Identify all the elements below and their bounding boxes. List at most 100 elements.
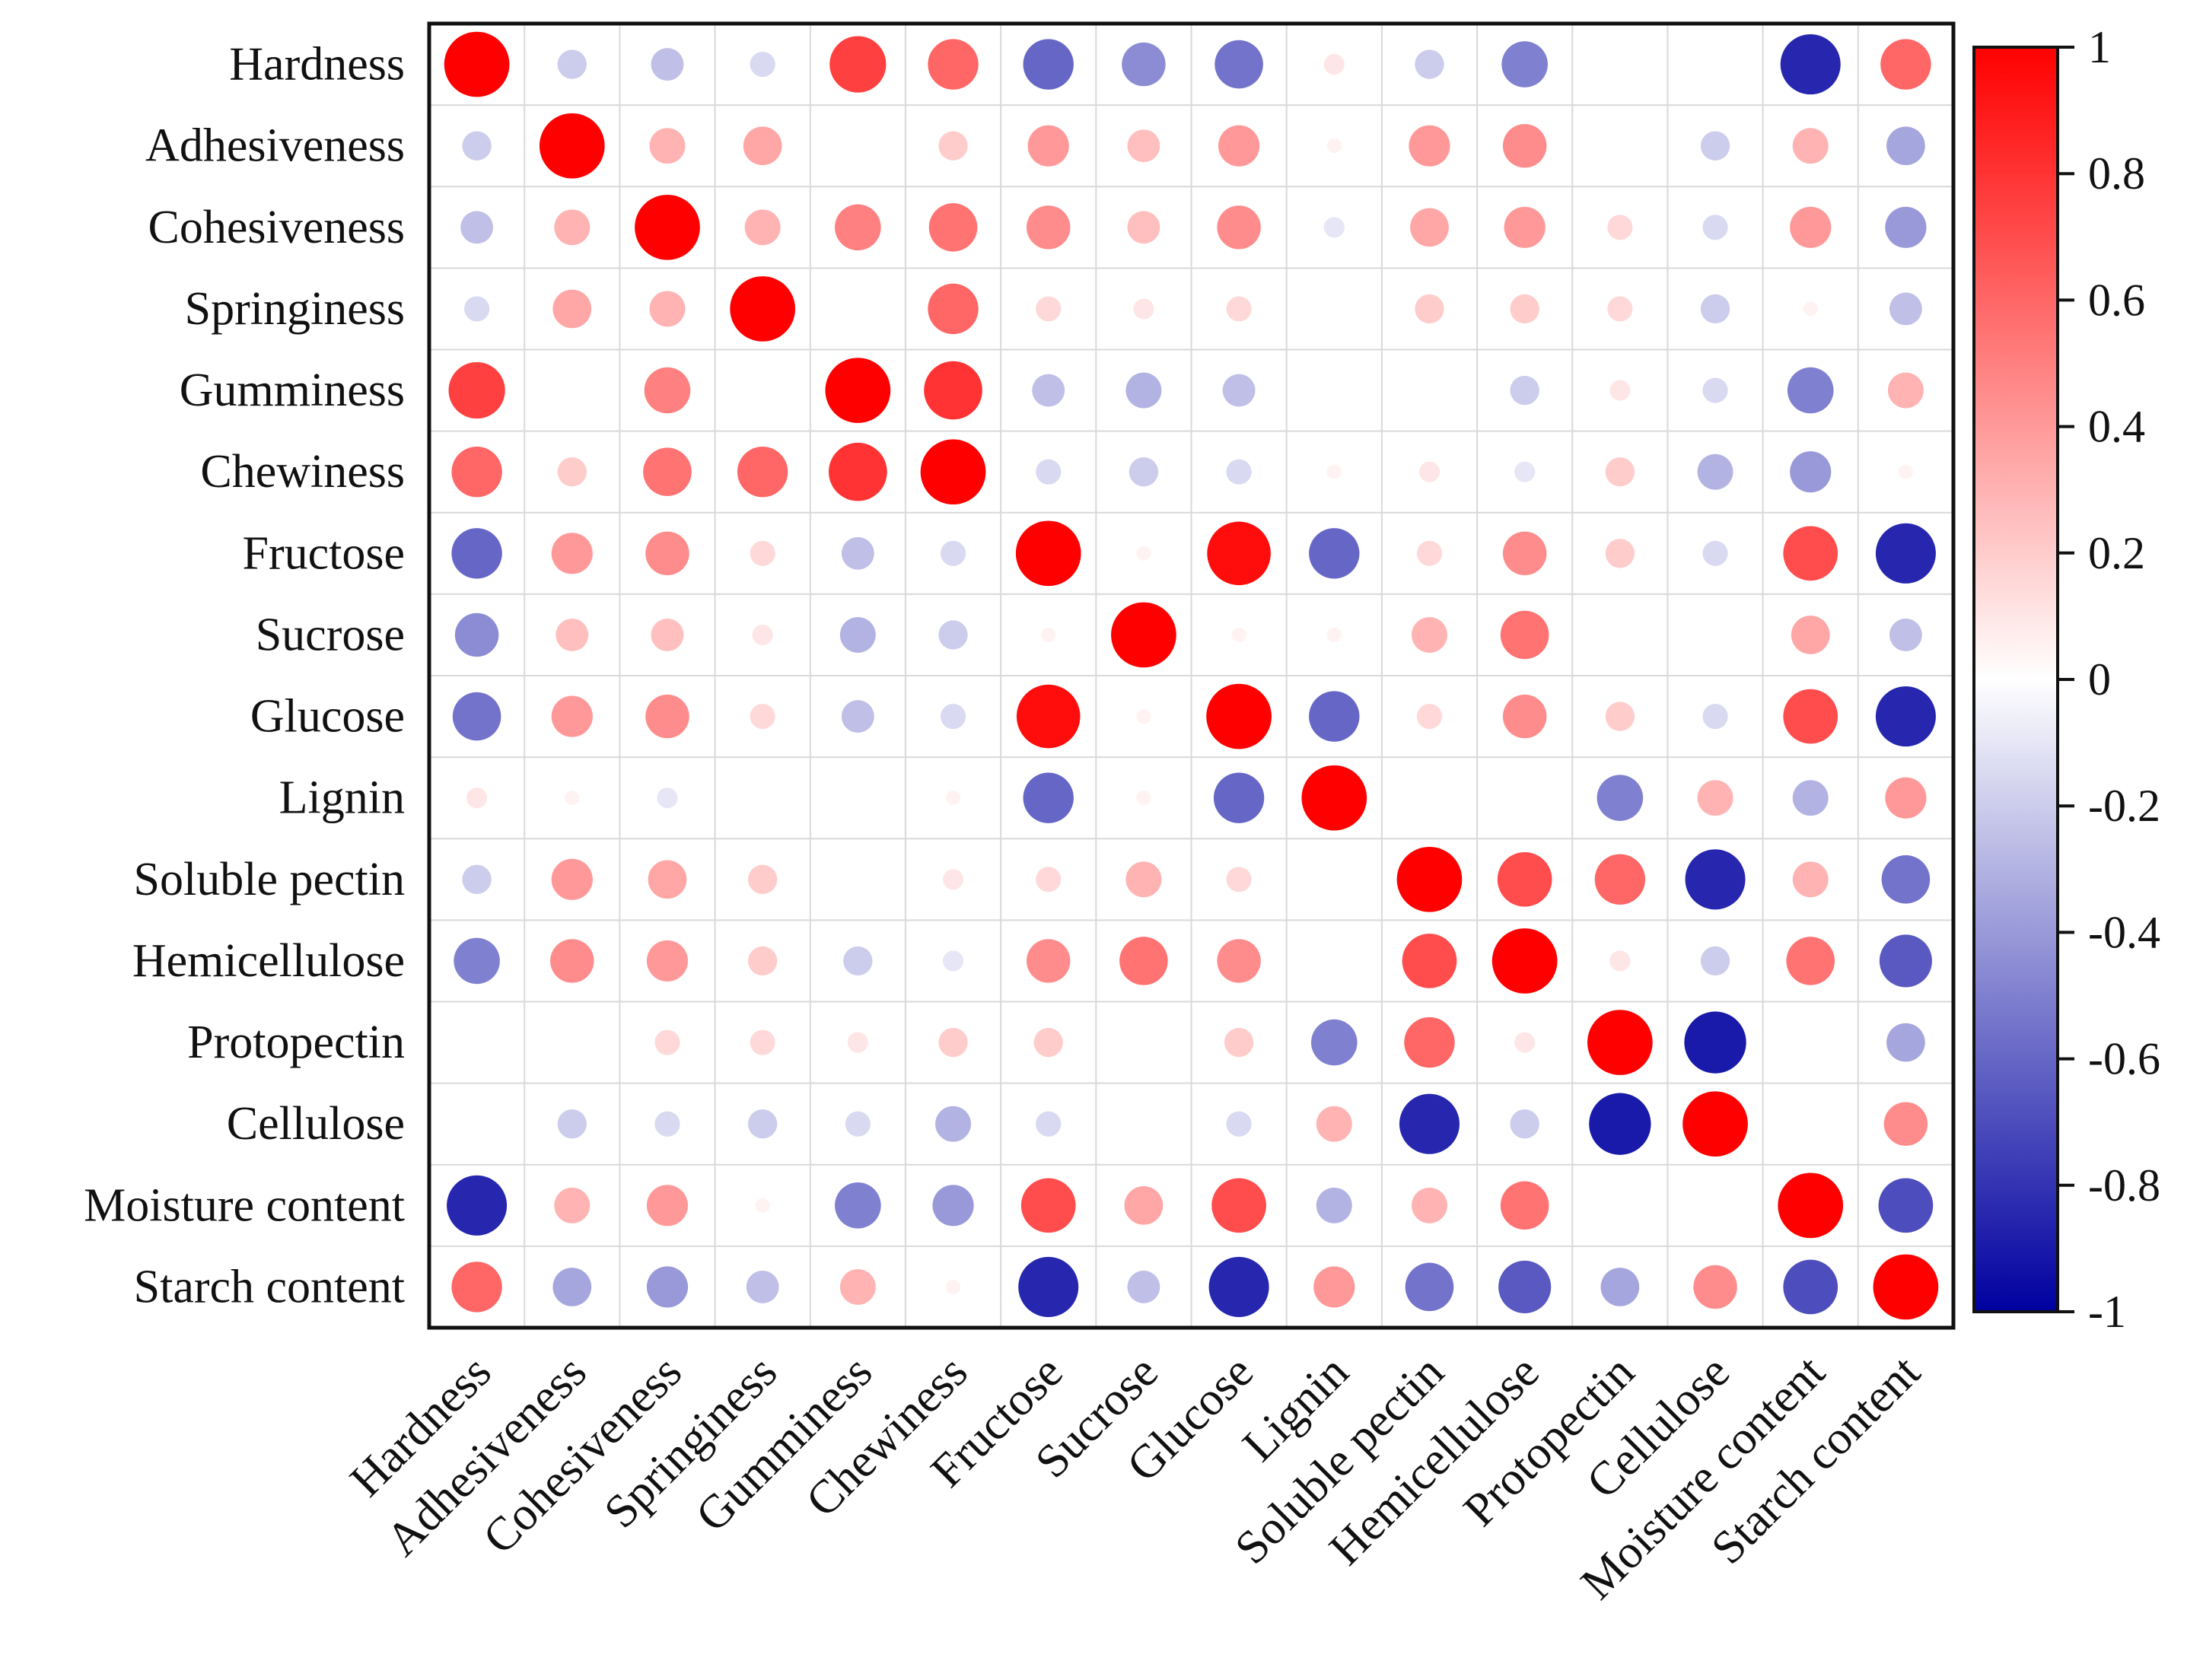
corr-circle-hemicellulose-sucrose [1119,937,1168,985]
corr-circle-soluble-pectin-adhesiveness [551,858,593,900]
colorbar-gradient [1972,46,2059,1313]
corr-circle-protopectin-hemicellulose [1514,1032,1536,1053]
corr-circle-adhesiveness-cellulose [1700,131,1730,161]
correlation-circles [444,31,1939,1320]
corr-circle-soluble-pectin-glucose [1226,867,1252,892]
corr-circle-glucose-lignin [1309,691,1360,742]
colorbar-tick-label: -0.4 [2088,907,2160,957]
colorbar-tick-label: 0.8 [2088,148,2145,199]
corr-circle-sucrose-moisture-content [1791,616,1830,654]
corr-circle-cohesiveness-cellulose [1702,215,1728,240]
corr-circle-springiness-adhesiveness [552,289,592,329]
corr-circle-moisture-content-sucrose [1124,1185,1164,1225]
corr-circle-cohesiveness-sucrose [1127,211,1160,244]
corr-circle-lignin-starch-content [1885,777,1927,819]
corr-circle-starch-content-lignin [1313,1266,1355,1308]
corr-circle-lignin-protopectin [1597,775,1644,821]
corr-circle-springiness-springiness [730,276,796,342]
corr-circle-starch-content-cellulose [1693,1265,1737,1309]
corr-circle-glucose-cellulose [1702,703,1728,730]
corr-circle-hardness-fructose [1023,39,1074,90]
corr-circle-glucose-starch-content [1875,686,1936,747]
corr-circle-starch-content-glucose [1208,1256,1269,1317]
y-label-lignin: Lignin [279,772,405,824]
corr-circle-chewiness-cohesiveness [643,447,692,496]
corr-circle-starch-content-starch-content [1873,1254,1939,1320]
corr-circle-adhesiveness-soluble-pectin [1409,125,1450,167]
corr-circle-fructose-starch-content [1875,523,1936,584]
corr-circle-fructose-glucose [1207,521,1271,586]
corr-circle-chewiness-lignin [1326,464,1342,479]
corr-circle-glucose-chewiness [940,703,966,730]
corr-circle-protopectin-lignin [1310,1019,1358,1066]
corr-circle-protopectin-protopectin [1587,1010,1653,1075]
corr-circle-hemicellulose-springiness [747,946,778,976]
corr-circle-moisture-content-soluble-pectin [1411,1187,1447,1223]
corr-circle-starch-content-soluble-pectin [1405,1262,1454,1312]
corr-circle-cellulose-lignin [1316,1106,1352,1142]
corr-circle-soluble-pectin-protopectin [1594,854,1646,905]
corr-circle-gumminess-cohesiveness [644,367,691,414]
corr-circle-starch-content-springiness [746,1271,779,1303]
corr-circle-gumminess-sucrose [1125,372,1162,409]
corr-circle-cohesiveness-gumminess [835,204,881,251]
corr-circle-springiness-sucrose [1133,298,1154,320]
corr-circle-sucrose-lignin [1326,627,1342,643]
corr-circle-sucrose-cohesiveness [651,619,684,651]
y-label-cohesiveness: Cohesiveness [148,202,405,253]
colorbar-tick-label: -1 [2088,1287,2126,1337]
corr-circle-starch-content-chewiness [945,1279,961,1295]
corr-circle-protopectin-cohesiveness [654,1029,680,1055]
corr-circle-cohesiveness-hardness [460,211,494,244]
corr-circle-fructose-hemicellulose [1502,531,1547,576]
corr-circle-soluble-pectin-sucrose [1125,861,1162,898]
corr-circle-chewiness-glucose [1226,459,1252,485]
corr-circle-hemicellulose-gumminess [843,946,873,976]
corr-circle-moisture-content-cohesiveness [646,1185,689,1227]
corr-circle-hardness-adhesiveness [557,49,587,79]
corr-circle-lignin-fructose [1023,772,1074,823]
corr-circle-fructose-soluble-pectin [1416,540,1443,566]
corr-circle-springiness-starch-content [1889,292,1922,326]
corr-circle-hardness-gumminess [829,36,887,93]
y-axis-labels: Hardness Adhesiveness Cohesiveness Springin… [84,39,405,1313]
grid-lines [429,24,1953,1328]
corr-circle-gumminess-protopectin [1609,380,1631,401]
y-label-moisture-content: Moisture content [84,1179,405,1231]
corr-circle-glucose-protopectin [1605,702,1635,731]
corr-circle-cohesiveness-fructose [1026,205,1071,250]
corr-circle-sucrose-chewiness [938,620,968,650]
corr-circle-soluble-pectin-cohesiveness [648,860,687,899]
corr-circle-sucrose-adhesiveness [556,619,589,651]
corr-circle-sucrose-starch-content [1889,619,1922,651]
colorbar-tick-label: 0.6 [2088,275,2145,325]
corr-circle-fructose-moisture-content [1783,526,1838,581]
corr-circle-adhesiveness-springiness [743,126,782,166]
corr-circle-glucose-adhesiveness [551,695,593,737]
corr-circle-springiness-protopectin [1607,296,1633,322]
corr-circle-hemicellulose-starch-content [1879,934,1932,988]
corr-circle-hemicellulose-hardness [454,937,500,985]
corr-circle-cohesiveness-cohesiveness [635,194,700,260]
corr-circle-sucrose-hardness [454,612,499,657]
corr-circle-chewiness-starch-content [1898,464,1913,479]
corr-circle-cellulose-soluble-pectin [1399,1093,1460,1154]
corr-circle-hardness-lignin [1323,54,1345,75]
corr-circle-sucrose-hemicellulose [1500,610,1549,660]
corr-circle-hemicellulose-fructose [1026,939,1071,983]
corr-circle-hardness-springiness [750,51,775,78]
y-label-cellulose: Cellulose [227,1098,405,1150]
corr-circle-glucose-hardness [452,692,501,741]
corr-circle-gumminess-fructose [1032,374,1065,407]
corr-circle-soluble-pectin-hardness [462,864,492,894]
y-label-adhesiveness: Adhesiveness [145,120,405,172]
corr-circle-chewiness-fructose [1036,459,1062,485]
plot-frame [427,21,1956,1330]
corr-circle-fructose-adhesiveness [551,533,593,574]
corr-circle-starch-content-cohesiveness [646,1266,689,1308]
corr-circle-soluble-pectin-soluble-pectin [1396,846,1463,912]
corr-circle-springiness-chewiness [928,283,979,335]
corr-circle-glucose-cohesiveness [645,694,689,739]
corr-circle-springiness-moisture-content [1803,301,1818,317]
